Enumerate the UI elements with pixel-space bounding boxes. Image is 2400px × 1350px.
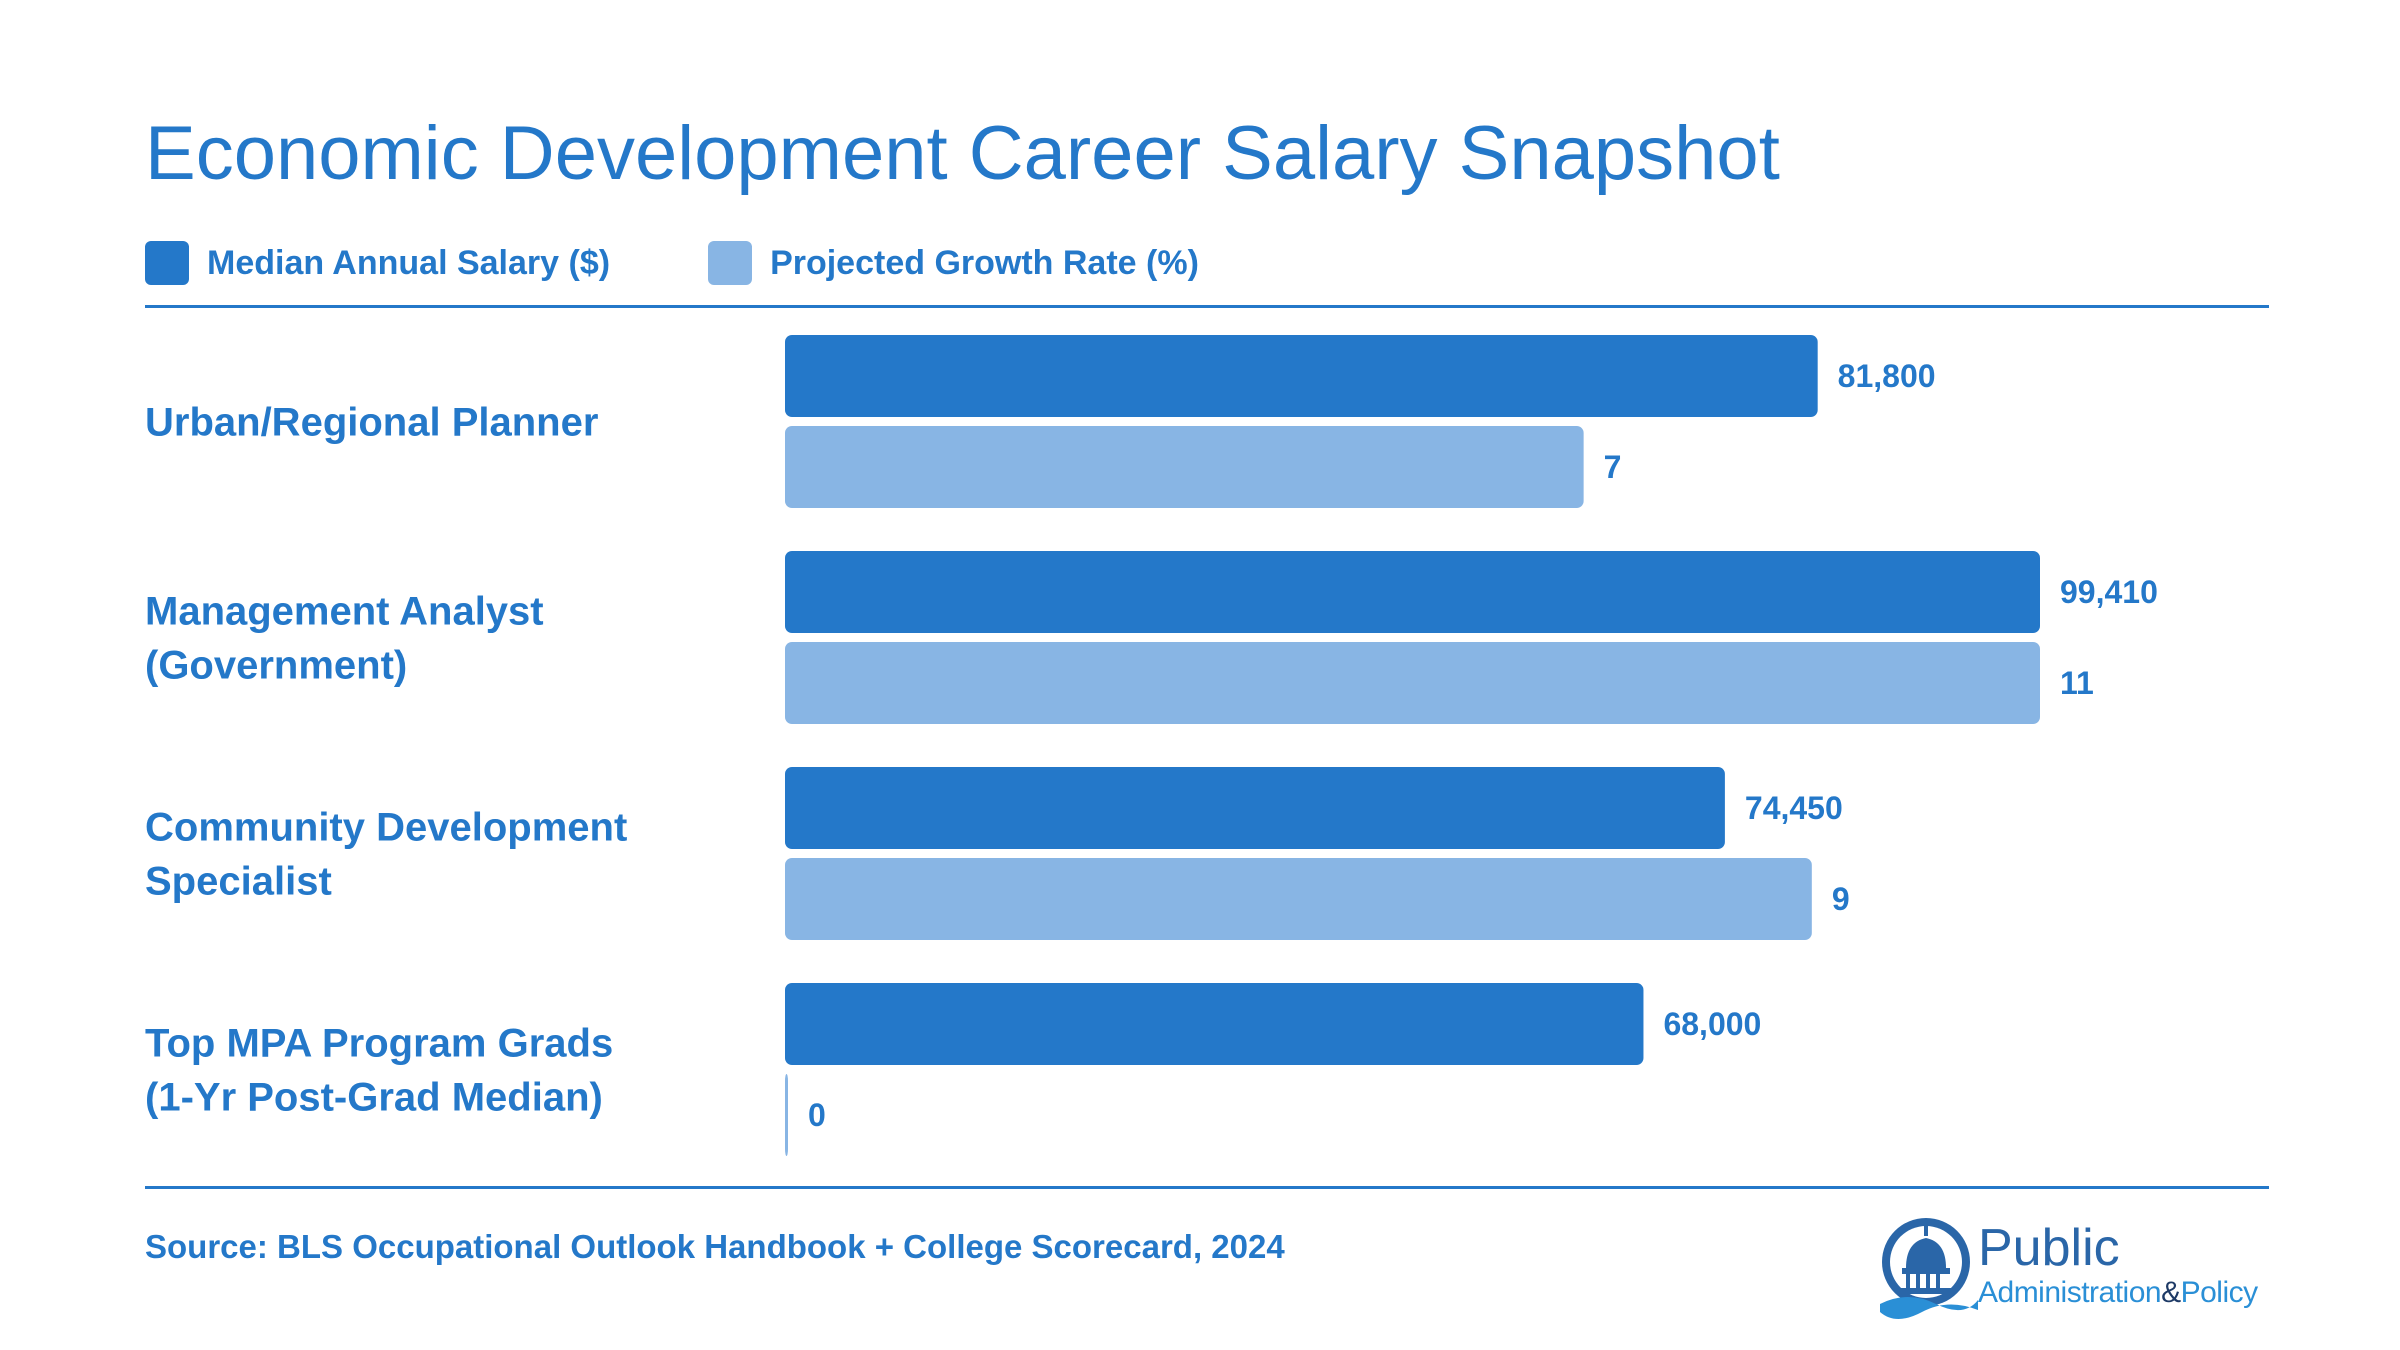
legend: Median Annual Salary ($) Projected Growt… xyxy=(145,240,1297,286)
salary-bar xyxy=(785,983,1644,1065)
category-label: (Government) xyxy=(145,644,407,688)
salary-value-label: 74,450 xyxy=(1745,790,1843,826)
top-divider xyxy=(145,305,2269,308)
category-label: Top MPA Program Grads xyxy=(145,1022,613,1066)
growth-bar xyxy=(785,1074,788,1156)
category-label: Community Development xyxy=(145,806,627,850)
category-label: (1-Yr Post-Grad Median) xyxy=(145,1076,603,1120)
growth-value-label: 7 xyxy=(1604,449,1622,485)
logo-subtitle: Administration&Policy xyxy=(1978,1276,2258,1310)
legend-label-salary: Median Annual Salary ($) xyxy=(207,243,611,282)
logo: Public Administration&Policy xyxy=(1878,1212,2268,1322)
category-label: Urban/Regional Planner xyxy=(145,401,598,445)
growth-bar xyxy=(785,642,2040,724)
logo-title: Public xyxy=(1978,1219,2120,1277)
legend-item-growth: Projected Growth Rate (%) xyxy=(708,241,1199,285)
salary-bar xyxy=(785,335,1818,417)
legend-item-salary: Median Annual Salary ($) xyxy=(145,241,610,285)
growth-value-label: 11 xyxy=(2060,665,2094,701)
salary-value-label: 99,410 xyxy=(2060,574,2158,610)
legend-swatch-growth xyxy=(708,241,753,285)
salary-bar xyxy=(785,767,1725,849)
salary-value-label: 68,000 xyxy=(1663,1006,1761,1042)
logo-ampersand: & xyxy=(2161,1276,2181,1309)
logo-subtitle-a: Administration xyxy=(1978,1276,2162,1309)
chart-title: Economic Development Career Salary Snaps… xyxy=(145,111,1780,196)
growth-value-label: 9 xyxy=(1832,881,1850,917)
legend-swatch-salary xyxy=(145,241,189,285)
category-label: Specialist xyxy=(145,860,332,904)
category-label: Management Analyst xyxy=(145,590,544,634)
capitol-dome-icon xyxy=(1880,1218,1978,1319)
growth-value-label: 0 xyxy=(808,1097,826,1133)
growth-bar xyxy=(785,426,1584,508)
growth-bar xyxy=(785,858,1812,940)
bottom-divider xyxy=(145,1186,2269,1189)
salary-bar xyxy=(785,551,2040,633)
salary-value-label: 81,800 xyxy=(1838,358,1936,394)
source-note: Source: BLS Occupational Outlook Handboo… xyxy=(145,1228,1285,1265)
legend-label-growth: Projected Growth Rate (%) xyxy=(770,243,1199,282)
logo-subtitle-b: Policy xyxy=(2180,1276,2259,1309)
